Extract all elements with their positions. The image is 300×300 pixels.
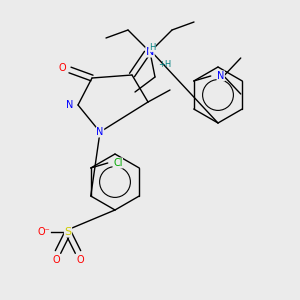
Text: Cl: Cl: [113, 158, 122, 168]
Text: O: O: [76, 255, 84, 265]
Text: S: S: [64, 227, 72, 237]
Text: O⁻: O⁻: [38, 227, 50, 237]
Text: N: N: [96, 127, 104, 137]
Text: +H: +H: [158, 60, 171, 69]
Text: N: N: [146, 47, 154, 57]
Text: N: N: [66, 100, 74, 110]
Text: O: O: [52, 255, 60, 265]
Text: O: O: [58, 63, 66, 73]
Text: H: H: [149, 43, 155, 52]
Text: N: N: [217, 71, 224, 81]
